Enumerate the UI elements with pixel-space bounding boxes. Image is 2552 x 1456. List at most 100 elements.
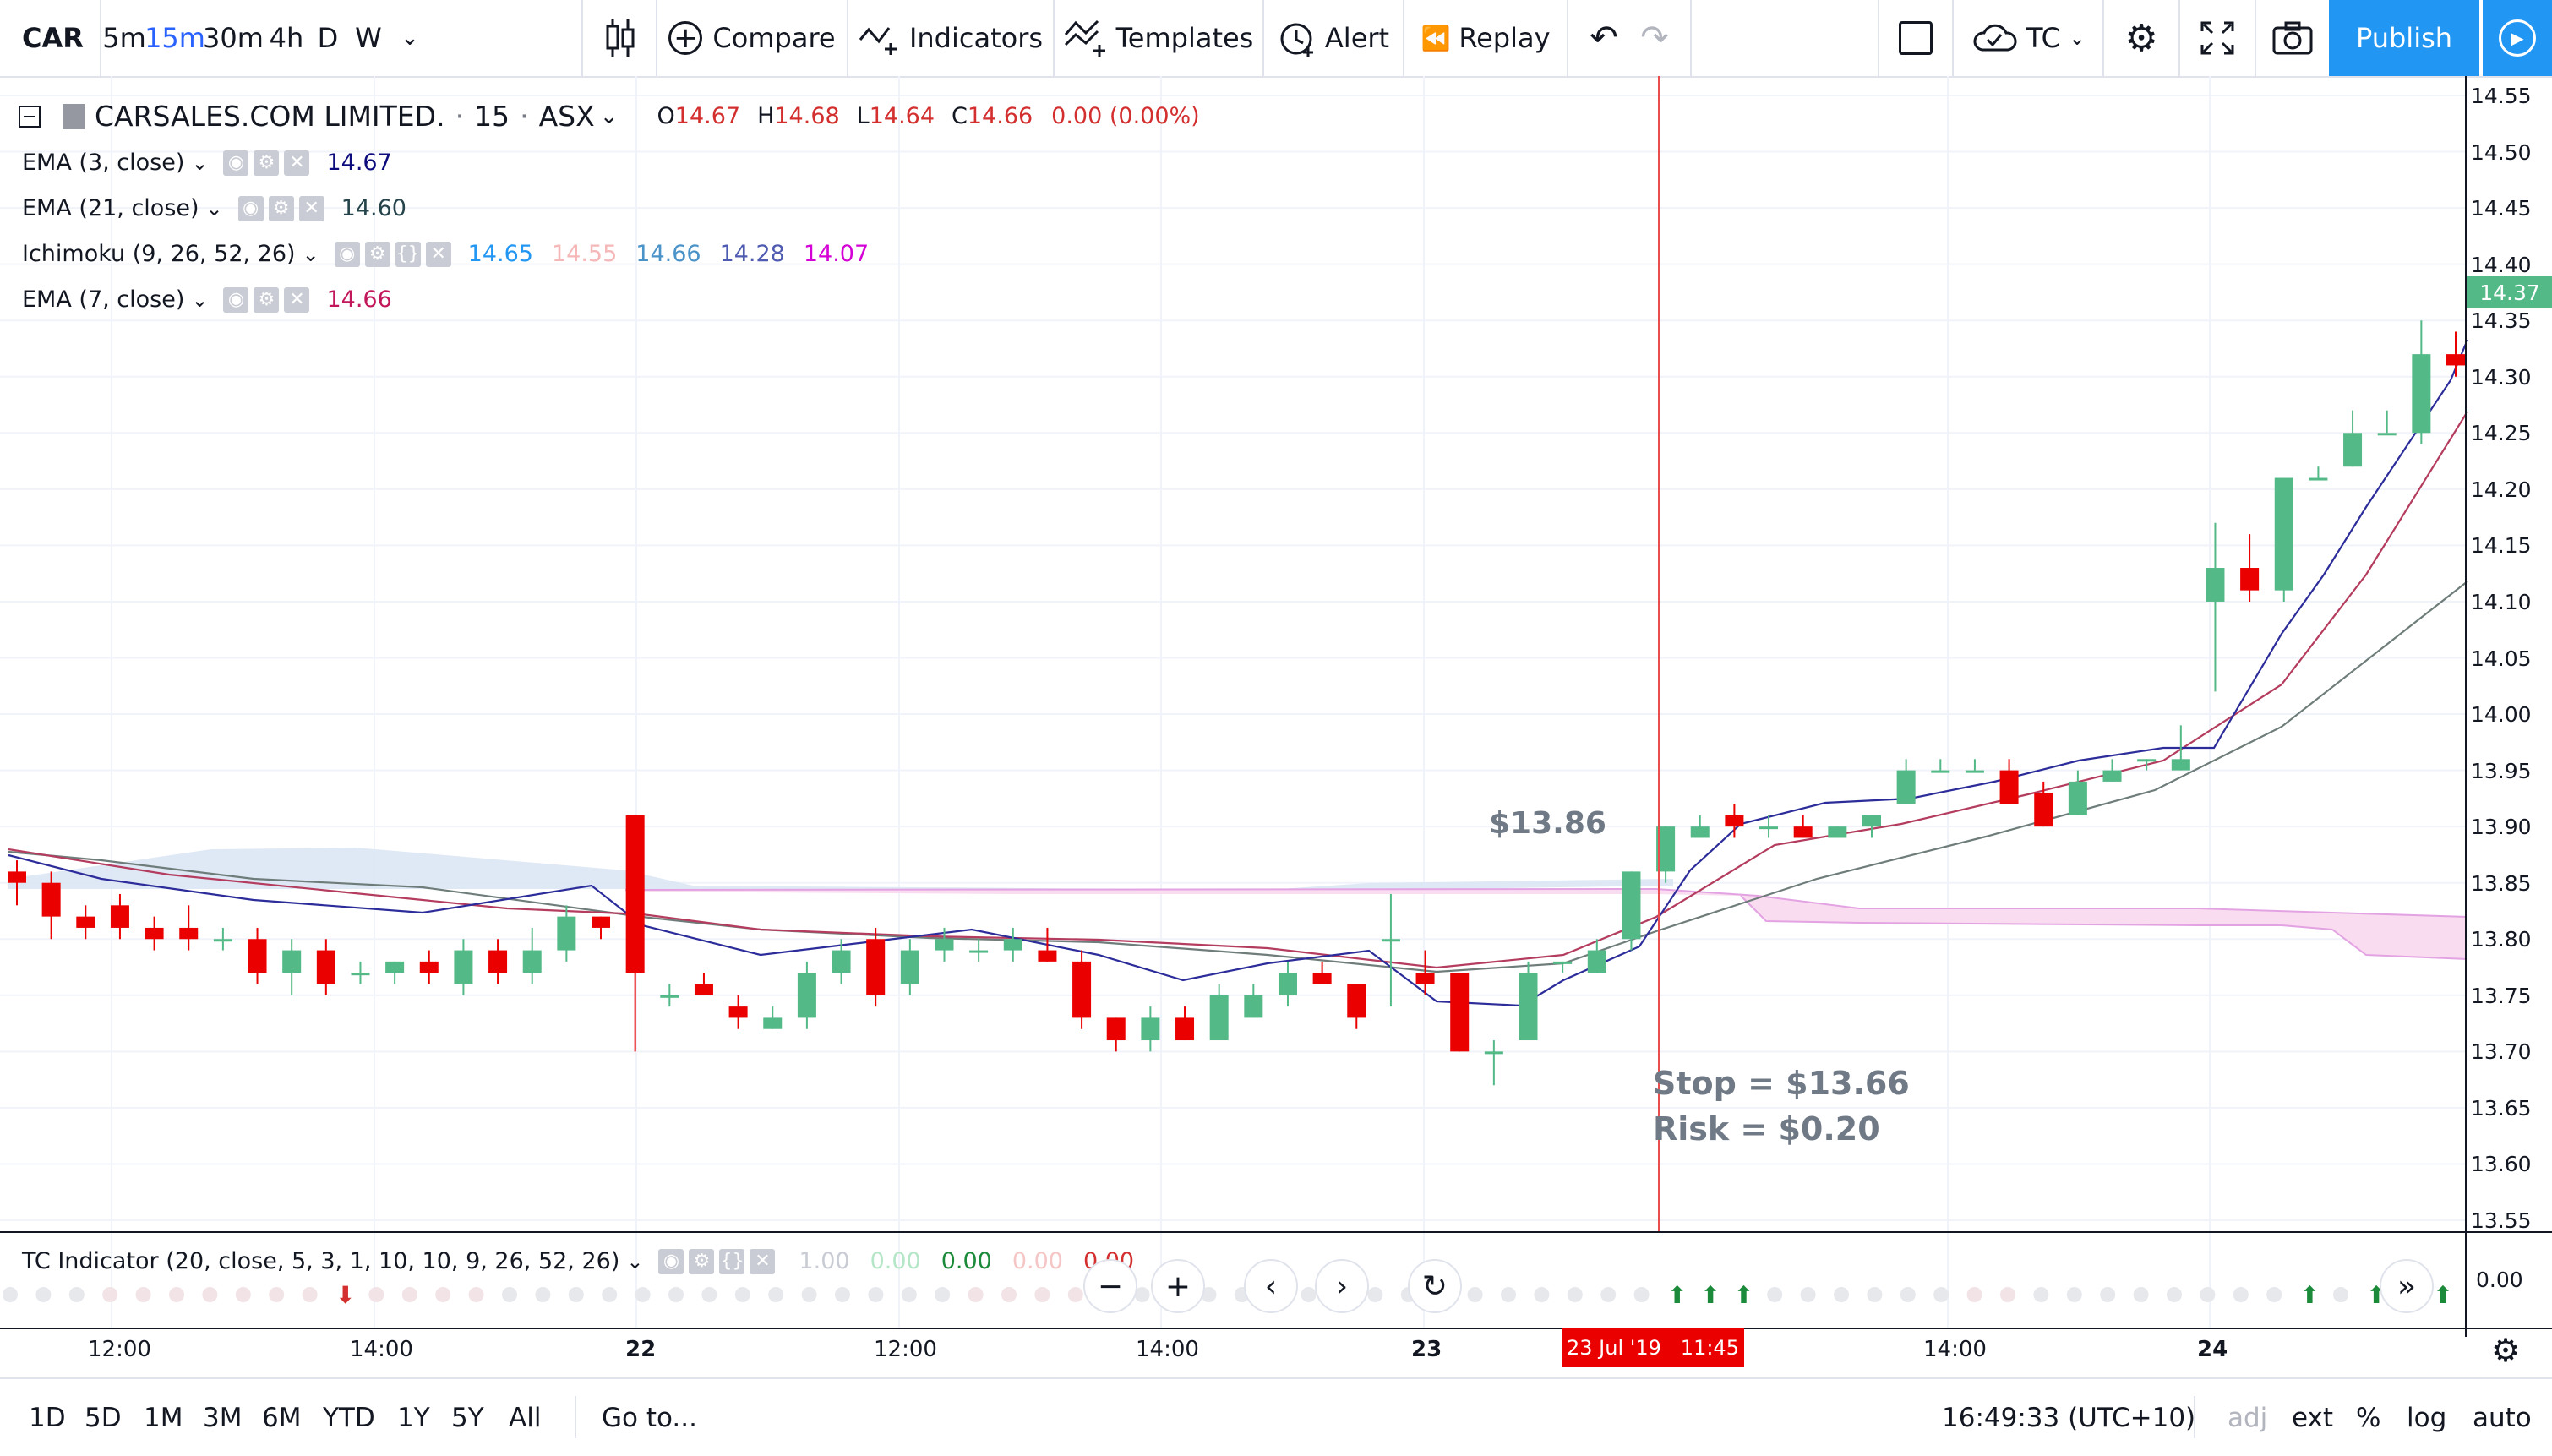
price-axis-label: 13.75	[2471, 983, 2532, 1008]
gear-icon[interactable]: ⚙	[364, 241, 390, 267]
price-axis-label: 13.65	[2471, 1095, 2532, 1121]
save-layout-button[interactable]: TC ⌄	[1954, 0, 2102, 76]
price-axis-label: 14.40	[2471, 252, 2532, 277]
chevron-down-icon[interactable]: ⌄	[205, 196, 223, 221]
alert-button[interactable]: Alert	[1264, 0, 1403, 76]
close-icon[interactable]: ✕	[425, 241, 451, 267]
play-icon[interactable]: ▶	[2481, 0, 2552, 76]
chart-canvas[interactable]: ⬇ ⬆ ⬆ ⬆ ⬆ ⬆ ⬆	[0, 76, 2552, 1377]
replay-label: Replay	[1459, 22, 1551, 54]
log-toggle[interactable]: log	[2407, 1402, 2447, 1433]
auto-toggle[interactable]: auto	[2473, 1402, 2532, 1433]
indicator-value: 14.28	[719, 241, 785, 267]
compare-button[interactable]: + Compare	[657, 0, 847, 76]
eye-icon[interactable]: ◉	[223, 150, 249, 176]
range-1m[interactable]: 1M	[144, 1402, 183, 1433]
source-code-icon[interactable]: {}	[395, 241, 421, 267]
signal-dot	[1966, 1287, 1982, 1302]
buy-arrow-icon: ⬆	[1667, 1281, 1687, 1309]
signal-dot	[2000, 1287, 2015, 1302]
indicators-button[interactable]: Indicators	[848, 0, 1053, 76]
candle-body	[145, 927, 164, 940]
range-ytd[interactable]: YTD	[323, 1402, 375, 1433]
range-3m[interactable]: 3M	[203, 1402, 243, 1433]
redo-icon[interactable]: ↷	[1640, 19, 1669, 57]
source-code-icon[interactable]: {}	[719, 1248, 745, 1274]
replay-button[interactable]: ⏪ Replay	[1404, 0, 1567, 76]
gear-icon[interactable]: ⚙	[2491, 1332, 2521, 1369]
indicator-legend-row: EMA (3, close) ⌄ ◉ ⚙ ✕ 14.67	[22, 150, 392, 176]
templates-button[interactable]: Templates	[1055, 0, 1262, 76]
gear-icon[interactable]: ⚙	[2124, 16, 2158, 60]
chevron-down-icon[interactable]: ⌄	[599, 103, 619, 129]
range-5d[interactable]: 5D	[85, 1402, 122, 1433]
chevron-down-icon[interactable]: ⌄	[191, 287, 209, 312]
fullscreen-icon[interactable]	[2180, 0, 2255, 76]
indicator-legend-row: Ichimoku (9, 26, 52, 26) ⌄ ◉ ⚙{} ✕ 14.65 14.55…	[22, 241, 869, 267]
percent-toggle[interactable]: %	[2356, 1402, 2381, 1433]
flag-icon[interactable]	[63, 103, 85, 129]
interval-4h[interactable]: 4h	[269, 22, 304, 54]
close-icon[interactable]: ✕	[750, 1248, 776, 1274]
signal-dot	[1933, 1287, 1949, 1302]
candles-icon[interactable]	[583, 0, 657, 76]
gear-icon[interactable]: ⚙	[689, 1248, 715, 1274]
publish-button[interactable]: Publish	[2329, 0, 2479, 76]
range-all[interactable]: All	[509, 1402, 542, 1433]
undo-icon[interactable]: ↶	[1590, 19, 1618, 57]
signal-dot	[1501, 1287, 1516, 1302]
signal-dot	[2266, 1287, 2282, 1302]
chevron-down-icon[interactable]: ⌄	[401, 25, 419, 51]
gear-icon[interactable]: ⚙	[268, 195, 294, 221]
scroll-right-button[interactable]: ›	[1315, 1259, 1369, 1313]
range-6m[interactable]: 6M	[262, 1402, 302, 1433]
zoom-out-button[interactable]: −	[1083, 1259, 1137, 1313]
time-axis-label: 23	[1411, 1337, 1442, 1362]
eye-icon[interactable]: ◉	[237, 195, 264, 221]
chevron-down-icon[interactable]: ⌄	[302, 242, 319, 266]
candle-body	[316, 950, 335, 984]
candle-body	[419, 961, 439, 973]
close-icon[interactable]: ✕	[284, 286, 310, 313]
price-axis-label: 14.35	[2471, 308, 2532, 334]
reset-chart-button[interactable]: ↻	[1408, 1259, 1462, 1313]
gear-icon[interactable]: ⚙	[254, 150, 280, 176]
close-icon[interactable]: ✕	[298, 195, 324, 221]
range-1d[interactable]: 1D	[29, 1402, 66, 1433]
interval-5m[interactable]: 5m	[102, 22, 146, 54]
candle-body	[110, 905, 129, 928]
close-icon[interactable]: ✕	[284, 150, 310, 176]
adj-toggle[interactable]: adj	[2228, 1402, 2268, 1433]
scroll-to-realtime-button[interactable]: »	[2380, 1259, 2434, 1313]
interval-30m[interactable]: 30m	[203, 22, 264, 54]
eye-icon[interactable]: ◉	[658, 1248, 684, 1274]
zoom-in-button[interactable]: +	[1151, 1259, 1205, 1313]
candle-body	[1312, 973, 1332, 984]
rewind-icon: ⏪	[1421, 24, 1451, 52]
chevron-down-icon[interactable]: ⌄	[191, 150, 209, 175]
price-axis-label: 13.85	[2471, 870, 2532, 896]
eye-icon[interactable]: ◉	[334, 241, 360, 267]
gear-icon[interactable]: ⚙	[254, 286, 280, 313]
collapse-icon[interactable]	[19, 105, 41, 128]
chevron-down-icon[interactable]: ⌄	[626, 1249, 644, 1273]
divider	[1262, 0, 1264, 76]
range-1y[interactable]: 1Y	[397, 1402, 430, 1433]
interval-w[interactable]: W	[355, 22, 382, 54]
signal-dot	[1567, 1287, 1583, 1302]
camera-icon[interactable]	[2256, 0, 2329, 76]
layout-square-icon[interactable]	[1879, 0, 1952, 76]
signal-dot	[1867, 1287, 1883, 1302]
goto-button[interactable]: Go to...	[602, 1402, 697, 1433]
interval-15m[interactable]: 15m	[145, 22, 205, 54]
eye-icon[interactable]: ◉	[223, 286, 249, 313]
symbol-search[interactable]: CAR	[22, 22, 84, 54]
buy-arrow-icon: ⬆	[1700, 1281, 1720, 1309]
scroll-left-button[interactable]: ‹	[1244, 1259, 1298, 1313]
signal-dot	[935, 1287, 951, 1302]
interval-d[interactable]: D	[317, 22, 339, 54]
clock[interactable]: 16:49:33 (UTC+10)	[1942, 1402, 2196, 1433]
range-5y[interactable]: 5Y	[451, 1402, 484, 1433]
signal-dot	[1201, 1287, 1217, 1302]
ext-toggle[interactable]: ext	[2292, 1402, 2334, 1433]
